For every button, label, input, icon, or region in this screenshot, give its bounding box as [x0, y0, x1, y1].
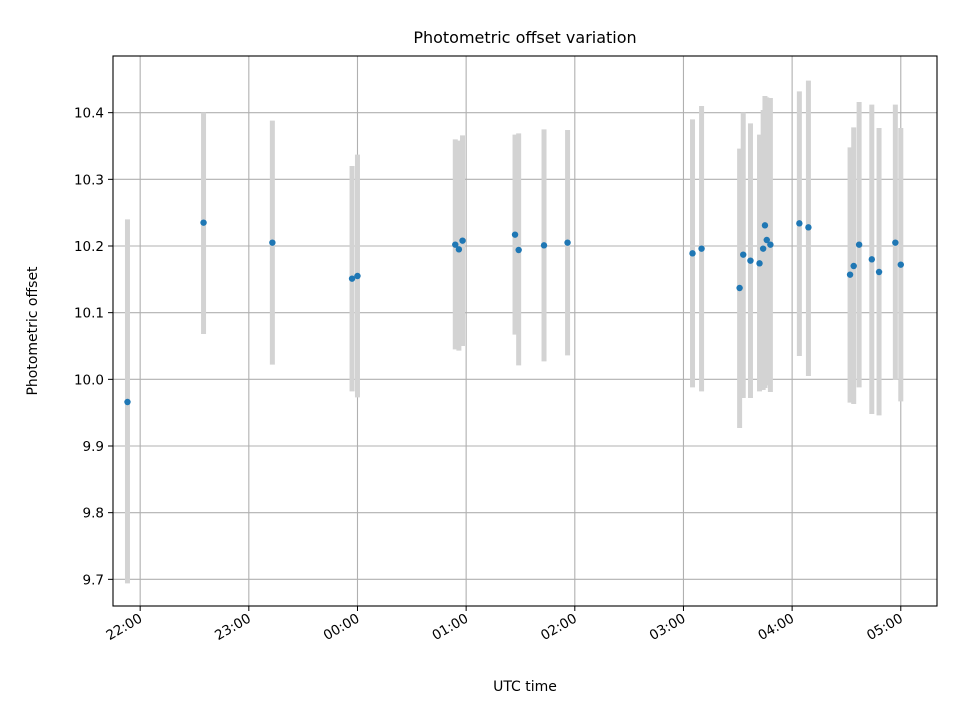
data-point	[736, 284, 743, 292]
data-point	[540, 242, 548, 249]
chart-title: Photometric offset variation	[413, 28, 636, 47]
data-point	[269, 239, 276, 246]
data-point	[805, 224, 812, 231]
data-point	[455, 246, 463, 253]
data-point	[875, 268, 883, 276]
data-point	[515, 246, 522, 254]
data-point	[452, 241, 459, 248]
data-point	[747, 257, 754, 264]
data-point	[763, 236, 770, 244]
data-points	[124, 219, 904, 406]
data-point	[698, 245, 705, 252]
data-point	[740, 251, 747, 258]
data-point	[354, 272, 361, 280]
data-point	[796, 220, 803, 227]
y-tick-label: 10.3	[74, 172, 104, 188]
data-point	[200, 219, 207, 226]
data-point	[897, 261, 904, 268]
y-axis-label: Photometric offset	[25, 266, 41, 396]
y-tick-label: 10.0	[74, 372, 104, 388]
data-point	[759, 245, 767, 252]
y-axis-ticks: 9.7 9.8 9.9 10.0 10.1 10.2 10.3 10.4	[74, 106, 113, 588]
data-point	[846, 271, 854, 278]
data-point	[459, 237, 466, 244]
data-point	[855, 241, 863, 248]
y-tick-label: 9.8	[83, 506, 104, 522]
x-axis-label: UTC time	[493, 679, 557, 695]
y-tick-label: 10.2	[74, 239, 104, 255]
data-point	[767, 241, 774, 248]
data-point	[850, 262, 857, 270]
y-tick-label: 9.9	[83, 439, 104, 455]
y-tick-label: 9.7	[83, 572, 104, 588]
data-point	[868, 256, 876, 263]
data-point	[689, 250, 696, 257]
data-point	[124, 398, 131, 406]
y-tick-label: 10.1	[74, 306, 104, 322]
data-point	[348, 275, 356, 282]
data-point	[564, 239, 571, 246]
y-tick-label: 10.4	[74, 106, 104, 122]
data-point	[756, 260, 763, 267]
plot-frame	[112, 55, 938, 607]
data-point	[761, 222, 769, 229]
data-point	[511, 231, 519, 238]
data-point	[892, 239, 899, 246]
